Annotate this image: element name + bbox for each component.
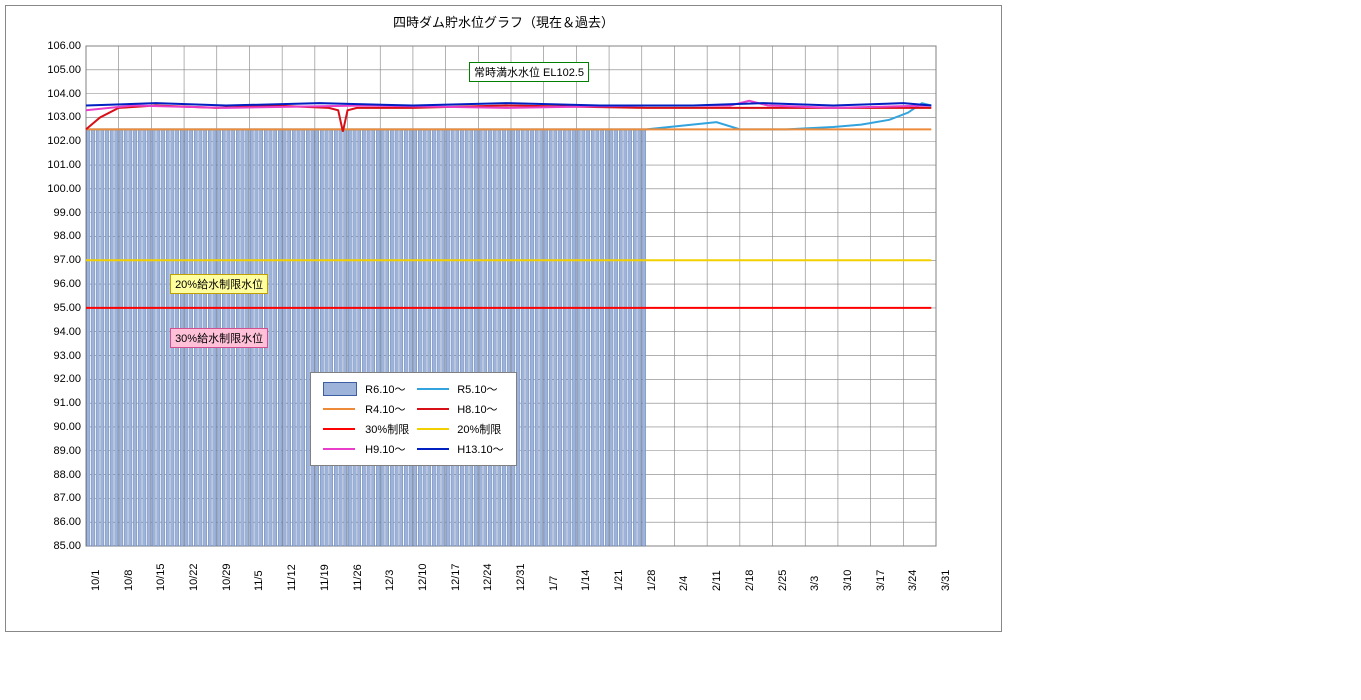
- x-tick-label: 2/4: [678, 576, 690, 591]
- legend-label-h9: H9.10～: [361, 439, 413, 459]
- x-tick-label: 11/19: [319, 564, 331, 591]
- x-tick-label: 3/10: [842, 570, 854, 591]
- x-tick-label: 10/8: [123, 570, 135, 591]
- annotation-limit20: 20%給水制限水位: [170, 274, 268, 294]
- legend-swatch-limit20: [417, 428, 449, 430]
- y-tick-label: 97.00: [31, 254, 81, 266]
- x-tick-label: 12/31: [515, 563, 527, 591]
- annotation-limit30: 30%給水制限水位: [170, 328, 268, 348]
- legend-label-h13: H13.10～: [453, 439, 507, 459]
- y-tick-label: 102.00: [31, 135, 81, 147]
- x-tick-label: 3/3: [809, 576, 821, 591]
- x-tick-label: 2/11: [711, 570, 723, 591]
- y-tick-label: 93.00: [31, 350, 81, 362]
- legend: R6.10～ R5.10～ R4.10～ H8.10～ 30%制限 20%制限 H9.10～…: [310, 372, 517, 466]
- y-tick-label: 100.00: [31, 183, 81, 195]
- y-tick-label: 91.00: [31, 397, 81, 409]
- legend-swatch-r4: [323, 408, 355, 410]
- x-tick-label: 1/7: [548, 576, 560, 591]
- x-tick-label: 12/3: [384, 570, 396, 591]
- y-tick-label: 104.00: [31, 88, 81, 100]
- x-tick-label: 10/29: [221, 563, 233, 591]
- x-tick-label: 3/31: [940, 570, 952, 591]
- y-tick-label: 88.00: [31, 469, 81, 481]
- y-tick-label: 105.00: [31, 64, 81, 76]
- y-tick-label: 103.00: [31, 111, 81, 123]
- chart-frame: 四時ダム貯水位グラフ（現在＆過去） 85.0086.0087.0088.0089…: [5, 5, 1002, 632]
- legend-swatch-limit30: [323, 428, 355, 430]
- y-tick-label: 89.00: [31, 445, 81, 457]
- x-tick-label: 11/26: [352, 564, 364, 591]
- y-tick-label: 85.00: [31, 540, 81, 552]
- y-tick-label: 96.00: [31, 278, 81, 290]
- y-tick-label: 106.00: [31, 40, 81, 52]
- y-tick-label: 92.00: [31, 373, 81, 385]
- x-tick-label: 12/10: [417, 563, 429, 591]
- x-tick-label: 10/15: [155, 563, 167, 591]
- legend-label-h8: H8.10～: [453, 399, 507, 419]
- x-tick-label: 12/24: [482, 563, 494, 591]
- legend-label-r4: R4.10～: [361, 399, 413, 419]
- legend-swatch-h13: [417, 448, 449, 450]
- legend-label-r6: R6.10～: [361, 379, 413, 399]
- legend-label-limit30: 30%制限: [361, 419, 413, 439]
- legend-swatch-r5: [417, 388, 449, 390]
- y-tick-label: 101.00: [31, 159, 81, 171]
- y-tick-label: 98.00: [31, 230, 81, 242]
- x-tick-label: 10/22: [188, 563, 200, 591]
- x-tick-label: 12/17: [450, 563, 462, 591]
- annotation-full_level: 常時満水水位 EL102.5: [469, 62, 589, 82]
- x-tick-label: 11/12: [286, 564, 298, 591]
- y-tick-label: 90.00: [31, 421, 81, 433]
- y-tick-label: 86.00: [31, 516, 81, 528]
- x-tick-label: 11/5: [253, 570, 265, 591]
- x-tick-label: 2/18: [744, 570, 756, 591]
- legend-label-r5: R5.10～: [453, 379, 507, 399]
- x-tick-label: 10/1: [90, 570, 102, 591]
- y-tick-label: 99.00: [31, 207, 81, 219]
- legend-swatch-h8: [417, 408, 449, 410]
- legend-swatch-h9: [323, 448, 355, 450]
- y-tick-label: 94.00: [31, 326, 81, 338]
- y-tick-label: 95.00: [31, 302, 81, 314]
- legend-swatch-r6: [323, 382, 357, 396]
- x-tick-label: 1/21: [613, 570, 625, 591]
- x-tick-label: 3/24: [907, 570, 919, 591]
- legend-label-limit20: 20%制限: [453, 419, 507, 439]
- plot-area: [6, 6, 938, 548]
- x-tick-label: 3/17: [875, 570, 887, 591]
- y-tick-label: 87.00: [31, 492, 81, 504]
- x-tick-label: 1/14: [580, 570, 592, 591]
- x-tick-label: 1/28: [646, 570, 658, 591]
- x-tick-label: 2/25: [777, 570, 789, 591]
- chart-container: 四時ダム貯水位グラフ（現在＆過去） 85.0086.0087.0088.0089…: [0, 0, 1361, 700]
